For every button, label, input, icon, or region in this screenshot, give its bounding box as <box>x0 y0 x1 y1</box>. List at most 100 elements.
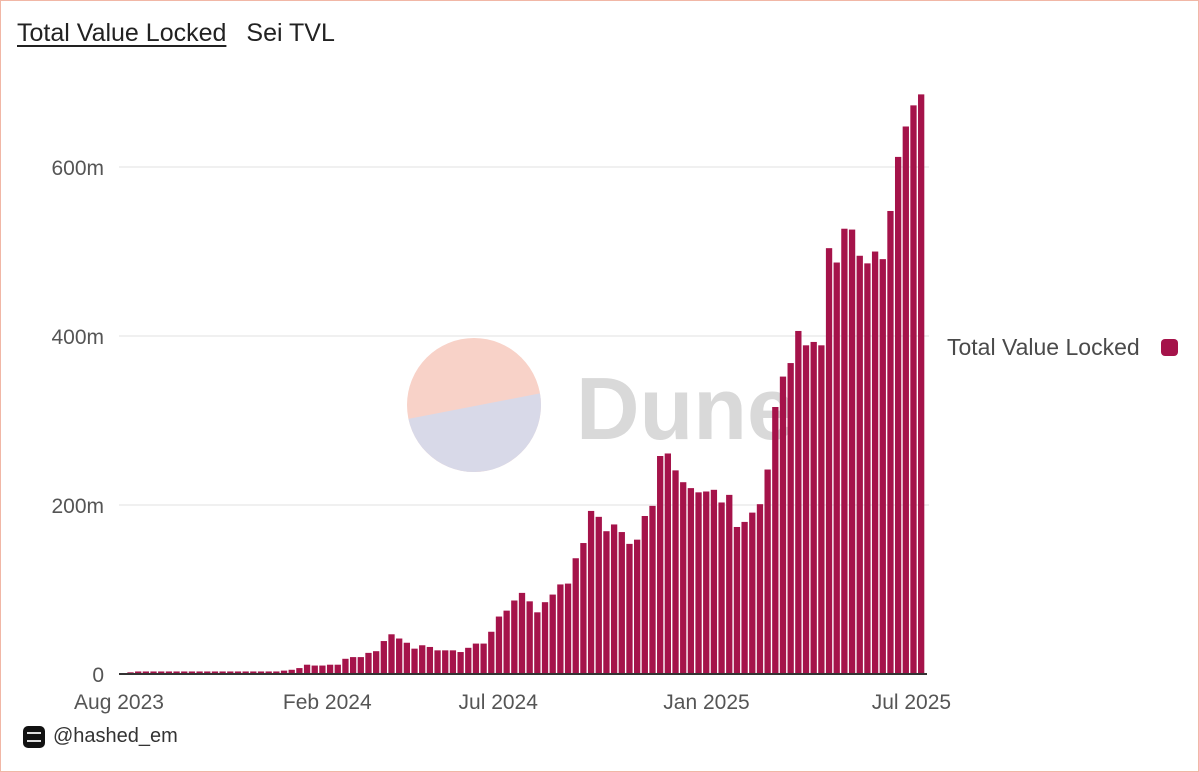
chart-subtitle: Sei TVL <box>246 19 335 47</box>
bar-2024-10-15 <box>603 531 610 674</box>
bar-2024-03-05 <box>357 657 364 674</box>
bar-2024-05-07 <box>426 646 434 674</box>
bar-2024-01-16 <box>303 664 311 674</box>
bar-2024-06-18 <box>472 643 480 674</box>
bar-2025-06-03 <box>856 255 863 674</box>
bar-2024-10-22 <box>610 524 618 674</box>
bar-2025-01-28 <box>718 502 725 674</box>
bar-2024-07-02 <box>488 631 495 674</box>
bar-2024-02-27 <box>349 657 357 674</box>
dune-logo-lower-half <box>408 393 541 472</box>
bar-2024-04-23 <box>411 648 418 674</box>
bar-2024-06-04 <box>457 652 464 674</box>
bar-2023-12-19 <box>273 671 280 674</box>
bar-2024-03-12 <box>365 652 372 674</box>
bar-2024-11-05 <box>626 543 633 674</box>
bar-2024-12-17 <box>672 470 679 674</box>
bar-2025-03-18 <box>772 407 779 674</box>
bar-2024-08-06 <box>526 601 533 674</box>
bar-2024-02-13 <box>334 664 341 674</box>
bar-2023-10-10 <box>196 671 203 674</box>
bar-2024-01-02 <box>288 669 295 674</box>
bar-2025-02-25 <box>749 512 756 674</box>
y-tick-label: 200m <box>51 495 104 518</box>
legend-swatch <box>1161 339 1178 356</box>
x-tick-label: Aug 2023 <box>74 691 164 714</box>
bar-2023-09-12 <box>165 671 173 674</box>
bar-2023-08-29 <box>150 671 157 674</box>
y-tick-label: 0 <box>92 664 104 687</box>
bar-2024-08-27 <box>549 594 556 674</box>
bar-2024-01-09 <box>296 668 303 674</box>
bar-2025-03-11 <box>764 469 771 674</box>
bar-2023-11-07 <box>227 671 234 674</box>
bar-2024-07-30 <box>518 592 526 674</box>
bar-2024-07-09 <box>495 616 503 674</box>
legend-label: Total Value Locked <box>947 334 1140 360</box>
bar-2024-09-17 <box>572 558 579 674</box>
bar-2023-09-26 <box>181 671 188 674</box>
bar-2024-05-28 <box>449 650 457 674</box>
bar-2024-12-10 <box>664 453 671 674</box>
bar-2024-11-19 <box>641 515 648 674</box>
bar-2025-05-20 <box>841 228 848 674</box>
bar-2025-03-04 <box>756 504 764 674</box>
bar-2024-09-10 <box>564 583 572 674</box>
bar-2025-04-08 <box>795 330 802 674</box>
bar-2024-09-24 <box>580 543 587 674</box>
bar-2024-10-08 <box>595 516 602 674</box>
bar-2025-07-08 <box>894 156 902 674</box>
bar-2023-11-28 <box>250 671 257 674</box>
chart-title-link[interactable]: Total Value Locked <box>17 19 227 47</box>
bar-2025-05-27 <box>848 229 856 674</box>
bar-2024-10-01 <box>587 510 595 674</box>
bar-2024-12-31 <box>687 488 695 674</box>
bar-2024-02-06 <box>326 664 334 674</box>
y-tick-label: 600m <box>51 157 104 180</box>
x-tick-label: Jul 2024 <box>459 691 539 714</box>
bar-2024-05-21 <box>442 650 449 674</box>
y-tick-label: 400m <box>51 326 104 349</box>
bar-2024-12-24 <box>680 482 687 674</box>
bar-2024-05-14 <box>434 650 441 674</box>
bar-2024-09-03 <box>557 584 564 674</box>
bar-2024-04-30 <box>419 645 426 674</box>
footer: @hashed_em <box>23 725 178 748</box>
bar-2024-07-23 <box>511 600 518 674</box>
bar-2025-06-10 <box>864 263 871 674</box>
bar-2025-07-01 <box>887 210 894 674</box>
bar-2025-06-17 <box>871 251 879 674</box>
bar-2023-08-22 <box>142 671 150 674</box>
bar-2024-01-30 <box>319 665 326 674</box>
bar-2025-01-07 <box>695 492 702 674</box>
bar-2025-04-29 <box>818 345 825 674</box>
bar-2023-10-17 <box>204 671 211 674</box>
bar-2024-01-23 <box>311 665 318 674</box>
bar-2023-12-05 <box>257 671 265 674</box>
bar-2025-02-11 <box>733 526 741 674</box>
bar-2025-07-15 <box>902 126 909 675</box>
bar-2024-11-12 <box>633 539 641 674</box>
bar-2023-08-15 <box>135 671 142 674</box>
bar-2024-06-25 <box>480 643 487 674</box>
bar-2024-08-20 <box>541 602 549 674</box>
bar-2024-11-26 <box>649 505 656 674</box>
bar-2024-04-02 <box>388 634 395 674</box>
bar-2023-12-12 <box>265 671 272 674</box>
bar-2025-02-18 <box>741 521 748 674</box>
bar-2025-04-22 <box>810 341 817 674</box>
legend[interactable]: Total Value Locked <box>947 334 1178 361</box>
bar-2023-10-03 <box>188 671 196 674</box>
hashed-logo-icon <box>23 725 45 748</box>
bar-2024-04-09 <box>396 638 403 674</box>
bar-2023-09-05 <box>158 671 165 674</box>
x-tick-label: Jul 2025 <box>872 691 951 714</box>
author-handle[interactable]: @hashed_em <box>53 725 178 747</box>
x-tick-label: Feb 2024 <box>283 691 372 714</box>
bar-2023-10-31 <box>219 671 226 674</box>
bar-2025-07-22 <box>910 105 917 674</box>
bar-2024-04-16 <box>403 642 411 674</box>
bar-2025-02-04 <box>726 494 733 674</box>
bar-2025-06-24 <box>879 259 886 674</box>
